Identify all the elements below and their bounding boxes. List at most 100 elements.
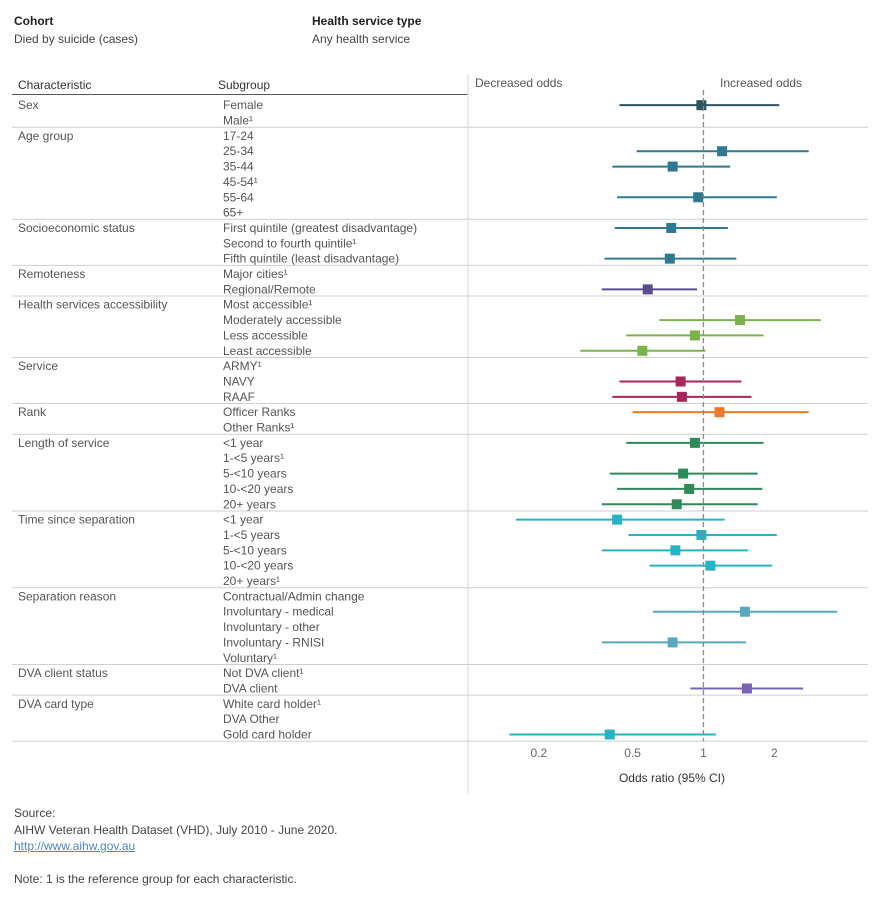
subgroup-label: 55-64: [223, 190, 254, 204]
subgroup-label: White card holder¹: [223, 697, 321, 711]
characteristic-label: Time since separation: [18, 513, 135, 527]
increased-odds-label: Increased odds: [720, 76, 802, 90]
subgroup-label: Male¹: [223, 114, 253, 128]
odds-ratio-point: [667, 637, 678, 648]
subgroup-label: 10-<20 years: [223, 482, 293, 496]
odds-ratio-point: [667, 161, 678, 172]
odds-ratio-point: [675, 376, 686, 387]
characteristic-label: Socioeconomic status: [18, 221, 135, 235]
subgroup-label: Fifth quintile (least disadvantage): [223, 252, 399, 266]
subgroup-label: RAAF: [223, 390, 255, 404]
odds-ratio-point: [670, 545, 681, 556]
subgroup-label: Not DVA client¹: [223, 666, 303, 680]
subgroup-label: 5-<10 years: [223, 467, 287, 481]
x-tick-label: 2: [771, 746, 778, 760]
subgroup-label: 25-34: [223, 144, 254, 158]
health-service-filter[interactable]: Health service type Any health service: [312, 14, 421, 46]
health-service-filter-value: Any health service: [312, 32, 411, 46]
odds-ratio-point: [678, 468, 689, 479]
subgroup-label: NAVY: [223, 374, 255, 388]
health-service-filter-label: Health service type: [312, 14, 422, 28]
forest-plot: Characteristic Subgroup Decreased odds Incr…: [12, 75, 868, 793]
subgroup-label: Voluntary¹: [223, 651, 277, 665]
cohort-filter[interactable]: Cohort Died by suicide (cases): [14, 14, 138, 46]
source-line: AIHW Veteran Health Dataset (VHD), July …: [14, 823, 338, 837]
subgroup-label: Involuntary - medical: [223, 605, 334, 619]
subgroup-label: 5-<10 years: [223, 543, 287, 557]
subgroup-label: Most accessible¹: [223, 298, 312, 312]
odds-ratio-point: [696, 529, 707, 540]
odds-ratio-point: [735, 315, 746, 326]
characteristic-label: Age group: [18, 129, 74, 143]
subgroup-label: Least accessible: [223, 344, 312, 358]
subgroup-label: Moderately accessible: [223, 313, 342, 327]
odds-ratio-point: [741, 683, 752, 694]
cohort-filter-label: Cohort: [14, 14, 54, 28]
subgroup-label: Involuntary - other: [223, 620, 320, 634]
odds-ratio-point: [696, 100, 707, 111]
subgroup-header: Subgroup: [218, 78, 270, 92]
decreased-odds-label: Decreased odds: [475, 76, 562, 90]
subgroup-label: DVA client: [223, 681, 278, 695]
characteristic-label: Health services accessibility: [18, 298, 167, 312]
subgroup-label: DVA Other: [223, 712, 279, 726]
odds-ratio-point: [664, 253, 675, 264]
x-axis-title: Odds ratio (95% CI): [619, 771, 725, 785]
subgroup-label: 10-<20 years: [223, 559, 293, 573]
subgroup-label: Other Ranks¹: [223, 421, 294, 435]
subgroup-label: ARMY¹: [223, 359, 262, 373]
subgroup-label: <1 year: [223, 436, 263, 450]
subgroup-label: 20+ years¹: [223, 574, 280, 588]
characteristic-label: Separation reason: [18, 589, 116, 603]
characteristic-label: Rank: [18, 405, 47, 419]
subgroup-label: Involuntary - RNISI: [223, 635, 324, 649]
x-tick-label: 0.5: [624, 746, 641, 760]
characteristic-label: DVA card type: [18, 697, 94, 711]
subgroup-label: Officer Ranks: [223, 405, 295, 419]
odds-ratio-point: [684, 483, 695, 494]
subgroup-label: Gold card holder: [223, 728, 312, 742]
characteristic-label: Length of service: [18, 436, 110, 450]
characteristic-label: Service: [18, 359, 58, 373]
subgroup-label: 17-24: [223, 129, 254, 143]
odds-ratio-point: [612, 514, 623, 525]
subgroup-label: 45-54¹: [223, 175, 258, 189]
odds-ratio-point: [714, 407, 725, 418]
odds-ratio-point: [689, 437, 700, 448]
reference-note: Note: 1 is the reference group for each …: [14, 872, 297, 886]
odds-ratio-point: [637, 345, 648, 356]
odds-ratio-point: [642, 284, 653, 295]
odds-ratio-point: [693, 192, 704, 203]
odds-ratio-point: [717, 146, 728, 157]
subgroup-label: 35-44: [223, 160, 254, 174]
subgroup-label: 1-<5 years¹: [223, 451, 284, 465]
odds-ratio-point: [676, 391, 687, 402]
characteristic-header: Characteristic: [18, 78, 91, 92]
odds-ratio-point: [671, 499, 682, 510]
source-link[interactable]: http://www.aihw.gov.au: [14, 839, 136, 853]
x-tick-label: 0.2: [531, 746, 548, 760]
subgroup-label: 65+: [223, 206, 243, 220]
odds-ratio-point: [739, 606, 750, 617]
subgroup-label: 1-<5 years: [223, 528, 280, 542]
characteristic-label: Remoteness: [18, 267, 85, 281]
subgroup-label: Major cities¹: [223, 267, 288, 281]
subgroup-label: 20+ years: [223, 497, 276, 511]
odds-ratio-point: [705, 560, 716, 571]
subgroup-label: <1 year: [223, 513, 263, 527]
filter-bar: Cohort Died by suicide (cases) Health se…: [14, 14, 614, 54]
odds-ratio-point: [604, 729, 615, 740]
subgroup-label: Female: [223, 98, 263, 112]
characteristic-label: Sex: [18, 98, 39, 112]
subgroup-label: Regional/Remote: [223, 282, 316, 296]
subgroup-label: Contractual/Admin change: [223, 589, 365, 603]
characteristic-label: DVA client status: [18, 666, 108, 680]
cohort-filter-value: Died by suicide (cases): [14, 32, 139, 46]
x-tick-label: 1: [700, 746, 707, 760]
subgroup-label: Less accessible: [223, 328, 308, 342]
source-heading: Source:: [14, 806, 56, 820]
subgroup-label: Second to fourth quintile¹: [223, 236, 356, 250]
odds-ratio-point: [689, 330, 700, 341]
subgroup-label: First quintile (greatest disadvantage): [223, 221, 417, 235]
odds-ratio-point: [666, 222, 677, 233]
